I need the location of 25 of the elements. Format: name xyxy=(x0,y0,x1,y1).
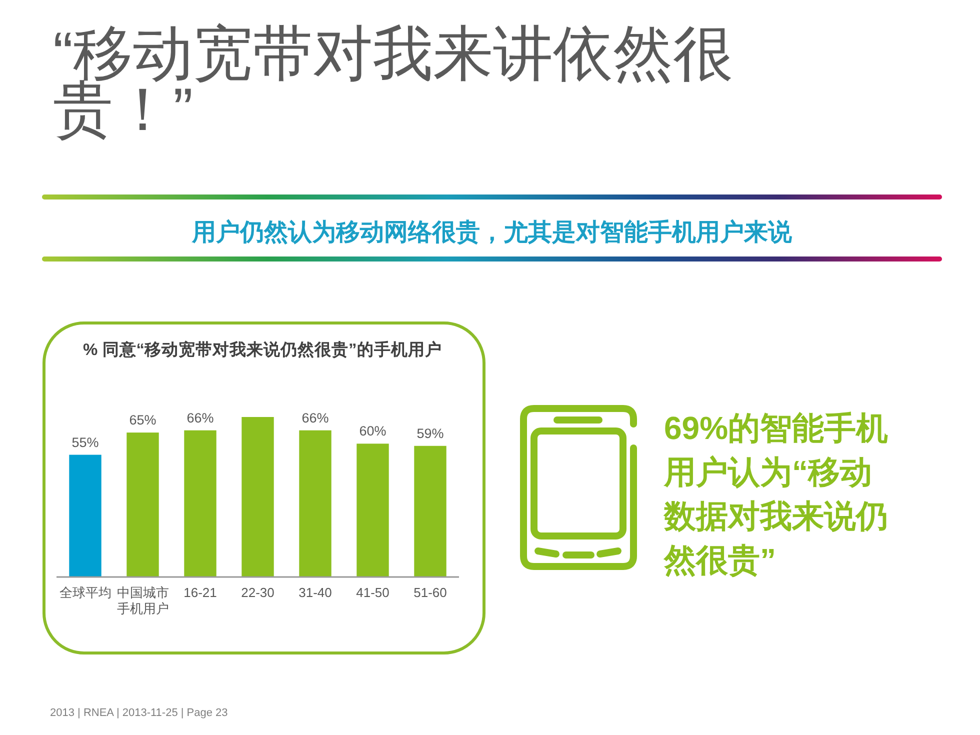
data-label: 59% xyxy=(416,426,444,441)
bar xyxy=(69,454,102,577)
x-tick-label: 51-60 xyxy=(414,585,447,600)
x-tick-label: 16-21 xyxy=(184,585,217,600)
text: % 同意“移动宽带对我来说仍然很贵”的手机用户 xyxy=(83,340,442,359)
data-label: 65% xyxy=(129,412,156,428)
bar xyxy=(126,432,159,577)
bar xyxy=(184,430,216,577)
data-label: 60% xyxy=(359,424,386,439)
data-label: 55% xyxy=(72,434,99,450)
x-tick-label: 中国城市手机用户 xyxy=(116,585,169,616)
x-tick-label: 41-50 xyxy=(356,585,390,600)
text: 2013 | RNEA | 2013-11-25 | Page 23 xyxy=(50,707,228,719)
bar xyxy=(299,430,332,577)
chart-title: “移动宽带对我来讲依然很贵！” xyxy=(53,20,733,143)
data-label: 66% xyxy=(186,410,214,426)
text: 69%的智能手机用户认为“移动数据对我来说仍然很贵” xyxy=(663,410,888,578)
x-tick-label: 31-40 xyxy=(298,585,332,600)
bar xyxy=(242,417,274,577)
data-label: 66% xyxy=(302,410,329,426)
bar xyxy=(356,444,389,577)
bar xyxy=(414,446,446,577)
x-tick-label: 22-30 xyxy=(241,585,274,600)
x-tick-label: 全球平均 xyxy=(59,585,112,600)
chart-subtitle: 用户仍然认为移动网络很贵，尤其是对智能手机用户来说 xyxy=(191,219,793,246)
